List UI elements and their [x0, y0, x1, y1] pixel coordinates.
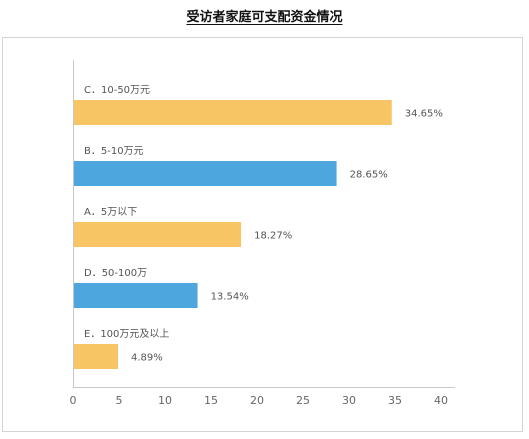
data-label: 34.65% [405, 109, 443, 120]
x-tick-label: 5 [116, 394, 123, 407]
x-tick-label: 10 [158, 394, 172, 407]
x-tick-label: 30 [342, 394, 356, 407]
x-tick-label: 35 [388, 394, 402, 407]
category-label: D．50-100万 [84, 268, 147, 279]
category-label: E．100万元及以上 [84, 328, 169, 340]
chart-title: 受访者家庭可支配资金情况 [186, 10, 343, 25]
x-tick-label: 15 [204, 394, 218, 407]
chart-frame [2, 37, 523, 432]
category-label: C．10-50万元 [84, 85, 150, 96]
category-label: A．5万以下 [84, 207, 137, 218]
bar [74, 283, 198, 308]
data-label: 18.27% [254, 231, 292, 242]
x-tick-label: 40 [434, 394, 448, 407]
bar [74, 100, 392, 125]
bar [74, 344, 118, 369]
bar [74, 222, 242, 247]
x-tick-label: 0 [70, 394, 77, 407]
x-tick-label: 20 [250, 394, 264, 407]
x-tick-label: 25 [296, 394, 310, 407]
data-label: 28.65% [350, 170, 388, 181]
category-label: B．5-10万元 [84, 146, 144, 157]
bar [74, 161, 337, 186]
data-label: 4.89% [131, 353, 163, 364]
data-label: 13.54% [211, 292, 249, 303]
